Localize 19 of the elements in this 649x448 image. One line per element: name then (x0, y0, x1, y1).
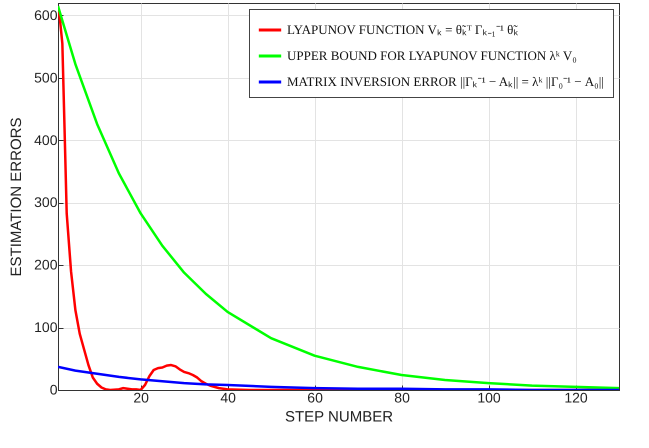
y-tick-label: 600 (34, 6, 58, 23)
x-tick-label: 20 (133, 390, 150, 406)
legend-label: MATRIX INVERSION ERROR ||Γₖ⁻¹ − Aₖ|| = λᵏ ||Γ₀⁻¹ − A₀|| (287, 74, 604, 89)
y-tick-label: 300 (34, 194, 58, 210)
y-tick-label: 200 (34, 256, 58, 273)
y-tick-label: 0 (50, 382, 58, 398)
line-series (58, 366, 619, 390)
x-tick-label: 60 (307, 390, 324, 406)
x-tick-label: 100 (477, 390, 501, 406)
legend-label: LYAPUNOV FUNCTION Vₖ = θ̃ₖᵀ Γₖ₋₁⁻¹ θ̃ₖ (287, 22, 518, 37)
x-tick-label: 120 (564, 390, 588, 406)
y-tick-label: 500 (34, 69, 58, 86)
legend-label: UPPER BOUND FOR LYAPUNOV FUNCTION λᵏ V₀ (287, 48, 577, 63)
x-axis-title: STEP NUMBER (284, 408, 394, 426)
y-tick-label: 100 (34, 319, 58, 336)
x-tick-label: 40 (220, 390, 236, 406)
y-tick-label: 400 (34, 132, 58, 148)
y-axis-title: ESTIMATION ERRORS (8, 118, 26, 276)
x-tick-label: 80 (394, 390, 410, 406)
